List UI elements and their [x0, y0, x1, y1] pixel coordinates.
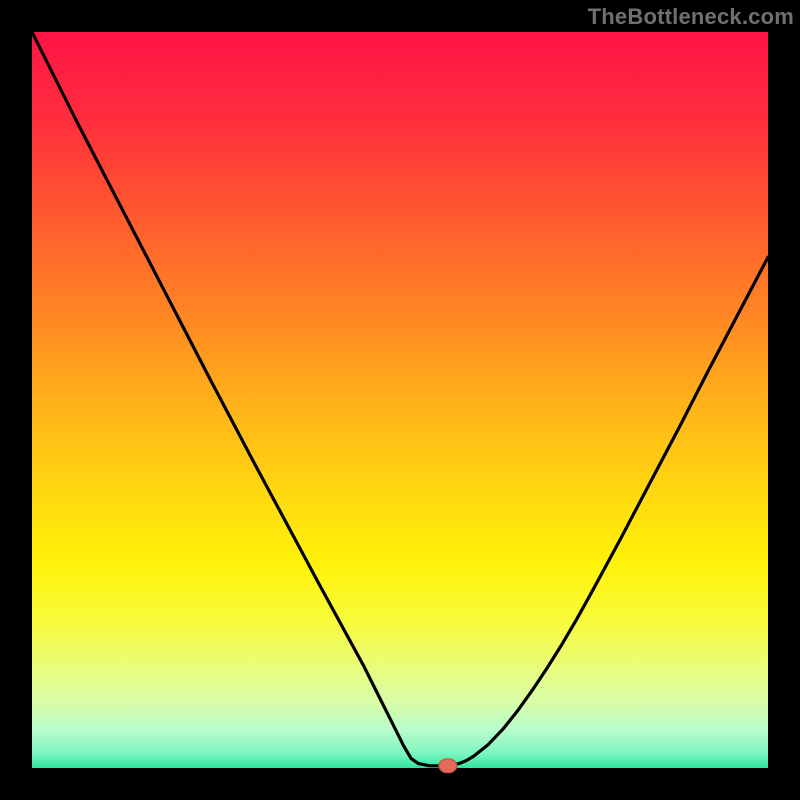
chart-container: TheBottleneck.com: [0, 0, 800, 800]
bottleneck-chart: [0, 0, 800, 800]
optimal-point-marker: [439, 759, 457, 773]
watermark-text: TheBottleneck.com: [588, 4, 794, 30]
chart-plot-background: [32, 32, 768, 768]
